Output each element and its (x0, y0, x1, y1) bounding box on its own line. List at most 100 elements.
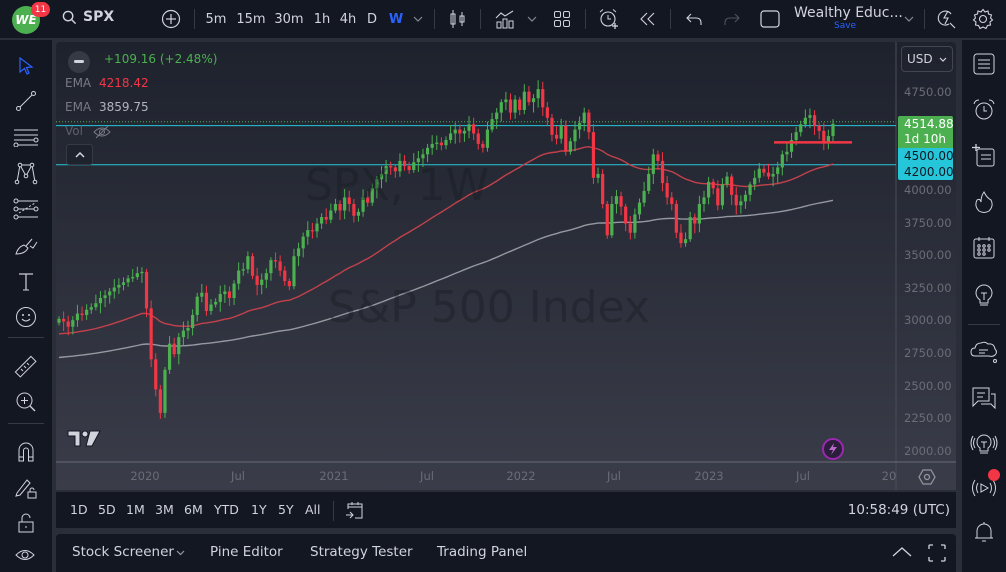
layouts-button[interactable] (550, 0, 574, 38)
undo-button[interactable] (682, 0, 706, 38)
ema-slow-legend[interactable]: EMA 3859.75 (65, 100, 149, 114)
alerts-button[interactable] (968, 94, 1000, 126)
symbol-search[interactable]: SPX (62, 9, 114, 25)
smiley-icon (16, 307, 36, 327)
eye-hidden-icon[interactable] (93, 125, 111, 139)
forecast-tool[interactable] (10, 193, 42, 225)
time-axis[interactable]: 2020 Jul 2021 Jul 2022 Jul 2023 Jul 20 (56, 462, 900, 490)
zoom-in-icon (16, 392, 36, 412)
settings-button[interactable] (970, 0, 996, 38)
replay-button[interactable] (636, 0, 660, 38)
save-layout-link[interactable]: Save (834, 21, 857, 31)
range-1d[interactable]: 1D (70, 502, 88, 517)
create-alert-button[interactable] (596, 0, 622, 38)
messages-button[interactable] (968, 382, 1000, 414)
divider (968, 324, 1000, 325)
magnet-tool[interactable] (10, 436, 42, 468)
interval-dropdown[interactable] (410, 0, 426, 38)
search-icon (62, 10, 77, 24)
lightning-search-icon (937, 10, 956, 29)
go-to-date-button[interactable] (345, 500, 365, 520)
indicators-dropdown[interactable] (526, 0, 538, 38)
stock-screener-dropdown[interactable] (176, 550, 185, 556)
ideas-button[interactable] (968, 280, 1000, 312)
lock-drawings-tool[interactable] (10, 472, 42, 504)
interval-1h[interactable]: 1h (313, 11, 331, 27)
emoji-tool[interactable] (10, 301, 42, 333)
range-1m[interactable]: 1M (126, 502, 145, 517)
range-3m[interactable]: 3M (155, 502, 174, 517)
object-tree-button[interactable] (968, 140, 1000, 172)
expand-legend-button[interactable] (66, 144, 93, 165)
redo-button[interactable] (720, 0, 744, 38)
indicators-button[interactable] (492, 0, 518, 38)
text-tool[interactable] (10, 266, 42, 298)
tab-pine-editor[interactable]: Pine Editor (210, 544, 283, 560)
pattern-tool[interactable] (10, 157, 42, 189)
watchlist-button[interactable] (968, 48, 1000, 80)
trend-line-tool[interactable] (10, 85, 42, 117)
calendar-arrow-icon (346, 502, 363, 519)
notifications-button[interactable] (968, 516, 1000, 548)
collapse-panel-button[interactable] (892, 546, 912, 558)
arrow-cursor-icon (19, 57, 34, 75)
zoom-in-tool[interactable] (10, 386, 42, 418)
tradingview-logo[interactable] (67, 430, 101, 448)
cursor-tool[interactable] (10, 50, 42, 82)
range-1y[interactable]: 1Y (251, 502, 267, 517)
prediction-icon (13, 198, 39, 220)
events-button[interactable] (822, 438, 844, 460)
tab-trading-panel[interactable]: Trading Panel (437, 544, 528, 560)
interval-5m[interactable]: 5m (205, 11, 227, 27)
chart-type-button[interactable] (446, 0, 470, 38)
add-list-icon (972, 144, 995, 167)
range-5d[interactable]: 5D (98, 502, 116, 517)
chart-pane[interactable] (56, 42, 956, 490)
maximize-panel-button[interactable] (928, 544, 946, 562)
layout-name[interactable]: Wealthy Educ... (794, 5, 903, 21)
ema-fast-legend[interactable]: EMA 4218.42 (65, 76, 149, 90)
interval-30m[interactable]: 30m (274, 11, 304, 27)
volume-legend[interactable]: Vol (65, 124, 111, 139)
brush-tool[interactable] (10, 230, 42, 262)
tab-strategy-tester[interactable]: Strategy Tester (310, 544, 413, 560)
price-tick: 2750.00 (904, 346, 952, 361)
time-tick: Jul (231, 469, 245, 483)
fib-tool[interactable] (10, 121, 42, 153)
chevron-down-icon (413, 16, 423, 22)
range-5y[interactable]: 5Y (278, 502, 294, 517)
range-6m[interactable]: 6M (184, 502, 203, 517)
quick-search-button[interactable] (934, 0, 960, 38)
interval-4h[interactable]: 4h (339, 11, 357, 27)
divider (194, 9, 195, 29)
compare-add-button[interactable] (160, 0, 182, 38)
range-ytd[interactable]: YTD (214, 502, 239, 517)
fullscreen-toggle-button[interactable] (758, 0, 782, 38)
interval-d[interactable]: D (366, 11, 377, 27)
chats-button[interactable] (968, 336, 1000, 368)
tab-stock-screener[interactable]: Stock Screener (72, 544, 174, 560)
minus-icon (74, 60, 84, 63)
price-tick: 4750.00 (904, 85, 952, 99)
volume-label: Vol (65, 124, 83, 138)
candlestick-chart[interactable] (56, 42, 956, 490)
interval-w[interactable]: W (388, 11, 404, 27)
date-range-bar: 1D 5D 1M 3M 6M YTD 1Y 5Y All 10:58:49 (U… (56, 492, 956, 528)
live-streams-button[interactable] (968, 469, 1000, 504)
hide-drawings-tool[interactable] (10, 540, 42, 572)
time-tick: Jul (607, 469, 621, 483)
layout-dropdown[interactable] (900, 0, 918, 38)
measure-tool[interactable] (10, 351, 42, 383)
streams-button[interactable] (968, 428, 1000, 460)
price-tick: 2250.00 (904, 411, 952, 426)
hotlists-button[interactable] (968, 186, 1000, 218)
collapse-legend-button[interactable] (68, 51, 90, 73)
lock-all-tool[interactable] (10, 507, 42, 539)
utc-clock[interactable]: 10:58:49 (UTC) (847, 502, 950, 518)
price-axis[interactable]: 4750.004500.004250.004000.003750.003500.… (896, 42, 956, 462)
axis-settings-button[interactable] (918, 468, 936, 486)
interval-15m[interactable]: 15m (236, 11, 266, 27)
currency-selector[interactable]: USD (901, 46, 953, 72)
range-all[interactable]: All (305, 502, 321, 517)
calendar-button[interactable] (968, 232, 1000, 264)
